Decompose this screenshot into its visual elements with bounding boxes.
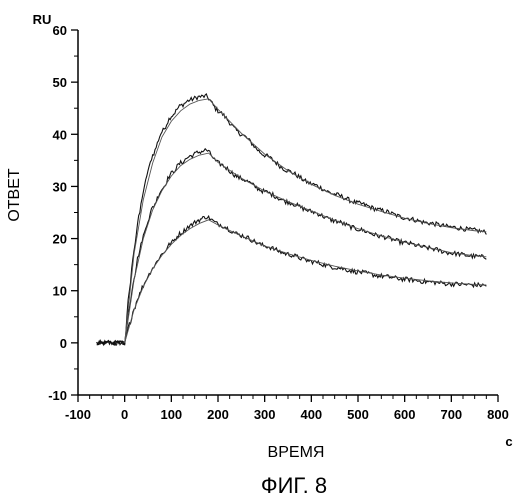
y-unit-label: RU — [33, 12, 52, 27]
x-tick-label: 300 — [254, 407, 276, 422]
y-tick-label: 50 — [53, 75, 67, 90]
x-tick-label: 800 — [487, 407, 509, 422]
y-tick-label: 10 — [53, 284, 67, 299]
x-tick-label: 0 — [121, 407, 128, 422]
x-axis-label: ВРЕМЯ — [268, 444, 325, 461]
measured-curve-1 — [97, 94, 487, 345]
x-tick-label: 600 — [394, 407, 416, 422]
y-tick-label: 40 — [53, 127, 67, 142]
measured-curve-2 — [97, 149, 487, 345]
x-tick-label: 500 — [347, 407, 369, 422]
x-tick-label: -100 — [65, 407, 91, 422]
fit-curve-2 — [125, 153, 487, 343]
x-tick-label: 100 — [160, 407, 182, 422]
figure-label: ФИГ. 8 — [261, 473, 327, 498]
y-tick-label: 30 — [53, 179, 67, 194]
x-tick-label: 400 — [300, 407, 322, 422]
fit-curve-3 — [125, 220, 487, 343]
x-tick-label: 200 — [207, 407, 229, 422]
x-tick-label: 700 — [440, 407, 462, 422]
fit-curve-1 — [125, 99, 487, 343]
x-unit-label: c — [505, 434, 512, 449]
series-layer — [97, 94, 487, 345]
y-tick-label: 20 — [53, 232, 67, 247]
y-tick-label: -10 — [48, 388, 67, 403]
y-axis-label: ОТВЕТ — [6, 168, 23, 222]
y-tick-label: 0 — [60, 336, 67, 351]
y-tick-label: 60 — [53, 23, 67, 38]
ticks: -100102030405060-10001002003004005006007… — [48, 23, 509, 422]
